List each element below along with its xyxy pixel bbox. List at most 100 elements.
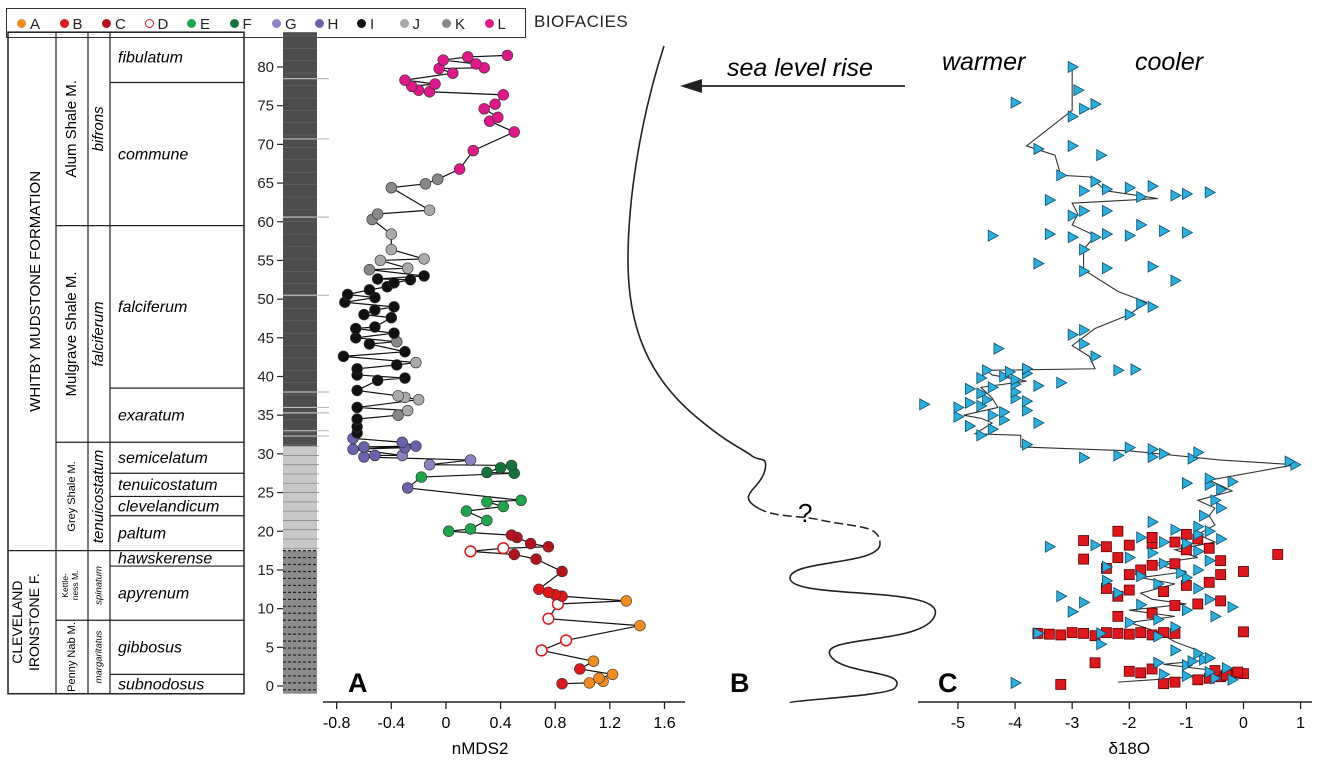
subzone-label: gibbosus (118, 640, 182, 657)
d18o-square-point (1135, 627, 1147, 639)
d18o-triangle-point (1079, 337, 1091, 351)
depth-tick-label: 5 (266, 639, 274, 656)
nmds-point (369, 449, 381, 462)
depth-tick-label: 70 (257, 136, 274, 153)
x-tick-label: -2 (1122, 715, 1136, 732)
depth-axis: 0 5 10 15 20 25 30 35 40 45 50 55 60 65 70 75 80 (257, 59, 283, 695)
cooler-label: cooler (1135, 48, 1205, 76)
x-tick-label: -1 (1179, 715, 1193, 732)
d18o-square-point (1112, 610, 1124, 622)
d18o-triangle-point (1153, 656, 1165, 669)
nmds-point (464, 545, 477, 558)
nmds-point (620, 595, 632, 607)
d18o-triangle-point (999, 413, 1011, 427)
d18o-triangle-point (1227, 600, 1239, 614)
d18o-triangle-point (1159, 668, 1171, 681)
legend-item-d: D (144, 16, 168, 33)
nmds-line (343, 54, 641, 685)
sea-level-curve-lower (789, 543, 936, 704)
d18o-square-point (1146, 532, 1158, 543)
d18o-square-point (1158, 586, 1169, 598)
d18o-triangle-point (1102, 560, 1114, 574)
d18o-square-point (1238, 626, 1249, 638)
legend-item-l: L (484, 16, 506, 33)
d18o-square-point (1101, 541, 1112, 553)
legend-item-i: I (357, 16, 374, 33)
nmds-point (634, 619, 646, 632)
nmds-point (432, 173, 444, 185)
legend-label: A (30, 16, 41, 33)
d18o-triangle-point (1181, 669, 1194, 683)
d18o-triangle-point (1187, 452, 1199, 465)
d18o-square-point (1169, 600, 1181, 611)
d18o-triangle-point (1079, 596, 1091, 609)
d18o-triangle-point (953, 401, 965, 414)
d18o-triangle-point (1216, 501, 1228, 515)
legend-marker (357, 19, 366, 28)
d18o-square-point (1180, 528, 1192, 540)
nmds-point (399, 346, 411, 358)
d18o-triangle-point (1022, 404, 1034, 417)
nmds-point (574, 663, 586, 675)
nmds-point (388, 327, 400, 339)
nmds-point (515, 494, 527, 506)
d18o-triangle-point (1010, 373, 1022, 386)
subzone-label: commune (118, 146, 188, 163)
legend-marker (102, 19, 111, 28)
d18o-triangle-point (1181, 603, 1194, 617)
d18o-triangle-point (1159, 557, 1171, 570)
d18o-triangle-point (1102, 261, 1114, 275)
d18o-triangle-point (1136, 598, 1148, 611)
d18o-triangle-point (964, 396, 977, 409)
d18o-triangle-point (1124, 181, 1137, 194)
d18o-triangle-point (1096, 638, 1108, 651)
d18o-triangle-point (1124, 229, 1137, 242)
legend-label: C (115, 16, 126, 33)
d18o-square-point (1135, 667, 1147, 679)
legend-item-c: C (102, 16, 126, 33)
d18o-square-point (1123, 628, 1135, 640)
legend-marker (314, 19, 324, 28)
d18o-triangle-point (1176, 566, 1188, 580)
x-axis-label: δ18O (1108, 739, 1150, 758)
d18o-triangle-point (1153, 630, 1165, 643)
subzone-label: fibulatum (118, 50, 183, 67)
d18o-triangle-point (982, 393, 994, 406)
d18o-triangle-point (999, 370, 1011, 383)
subzone-label: hawskerense (118, 551, 212, 568)
d18o-triangle-point (1170, 189, 1182, 202)
nmds-point (401, 404, 414, 417)
legend-label: H (327, 16, 339, 33)
d18o-triangle-point (1181, 187, 1194, 201)
d18o-triangle-point (1067, 60, 1080, 74)
nmds-point (371, 374, 384, 387)
x-tick-label: 0 (1239, 715, 1248, 732)
nmds-point (470, 58, 482, 70)
panel-label-c: C (938, 668, 958, 698)
nmds-point (508, 126, 520, 138)
d18o-triangle-point (1090, 539, 1102, 552)
d18o-triangle-point (1284, 455, 1296, 468)
legend-item-a: A (17, 16, 40, 33)
sea-level-curve (627, 45, 767, 509)
lithology-ironstone (283, 550, 317, 694)
d18o-square-point (1169, 536, 1181, 548)
d18o-square-point (1146, 559, 1158, 571)
d18o-triangle-point (1181, 226, 1194, 239)
d18o-square-point (1146, 607, 1158, 619)
depth-tick-label: 20 (257, 523, 274, 540)
d18o-triangle-point (1124, 616, 1137, 629)
panel-label-a: A (348, 668, 368, 698)
nmds-point (404, 274, 417, 286)
nmds-point (358, 308, 370, 321)
d18o-square-point (1055, 679, 1067, 690)
legend-label: B (72, 16, 83, 33)
nmds-point (542, 586, 555, 599)
nmds-point (412, 394, 425, 406)
d18o-triangle-point (1221, 662, 1234, 675)
subzone-label: falciferum (118, 299, 187, 316)
d18o-triangle-point (1216, 483, 1228, 496)
depth-tick-label: 0 (266, 678, 274, 695)
